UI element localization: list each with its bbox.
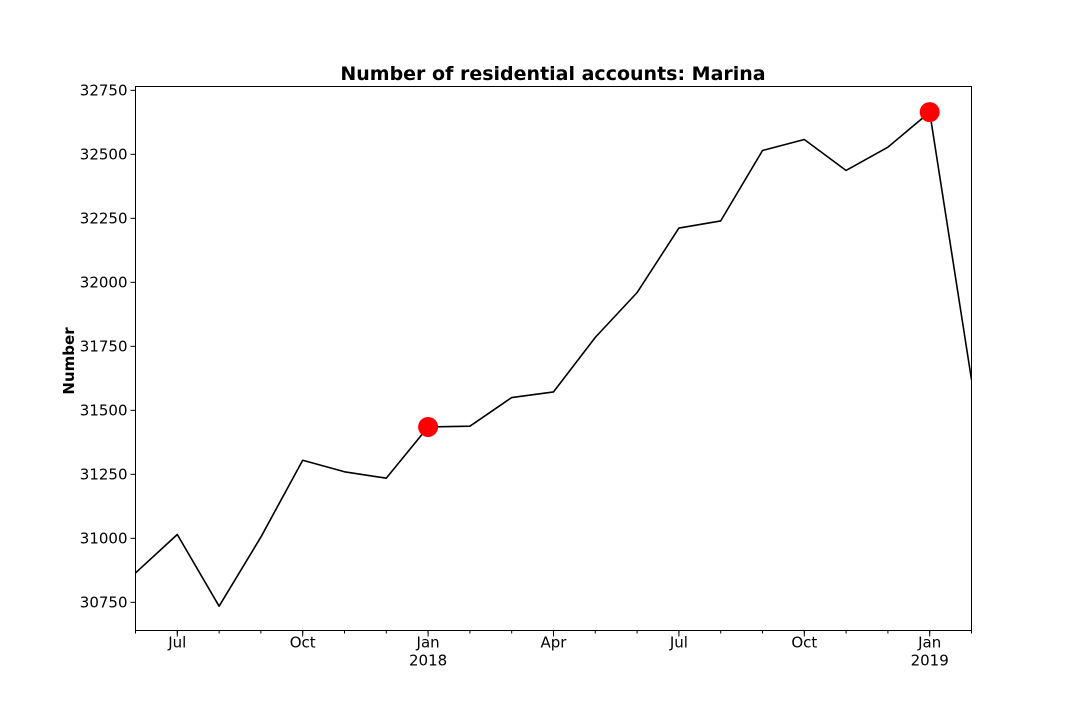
series-line xyxy=(136,112,972,606)
x-tick-label: Apr xyxy=(541,634,568,652)
chart-title: Number of residential accounts: Marina xyxy=(340,63,765,85)
y-tick-label: 30750 xyxy=(80,593,128,611)
x-tick-label: Jan xyxy=(917,634,941,652)
y-tick-label: 31750 xyxy=(80,337,128,355)
y-tick-label: 32000 xyxy=(80,273,128,291)
y-tick-label: 32500 xyxy=(80,145,128,163)
x-tick-year-label: 2019 xyxy=(911,652,949,670)
x-tick-label: Jul xyxy=(669,634,688,652)
x-tick-label: Oct xyxy=(791,634,817,652)
highlight-marker xyxy=(920,102,940,122)
y-tick-label: 31500 xyxy=(80,401,128,419)
y-tick-label: 32250 xyxy=(80,209,128,227)
x-tick-label: Oct xyxy=(290,634,316,652)
plot-area: 30750 31000 31250 31500 31750 32000 32250 32500… xyxy=(80,81,972,669)
x-tick-year-label: 2018 xyxy=(409,652,447,670)
y-axis-title: Number xyxy=(60,327,78,395)
y-tick-label: 31000 xyxy=(80,529,128,547)
x-tick-label: Jan xyxy=(416,634,440,652)
highlight-marker xyxy=(418,417,438,437)
x-tick-label: Jul xyxy=(167,634,186,652)
y-tick-label: 31250 xyxy=(80,465,128,483)
plot-frame xyxy=(136,87,972,631)
y-tick-label: 32750 xyxy=(80,81,128,99)
